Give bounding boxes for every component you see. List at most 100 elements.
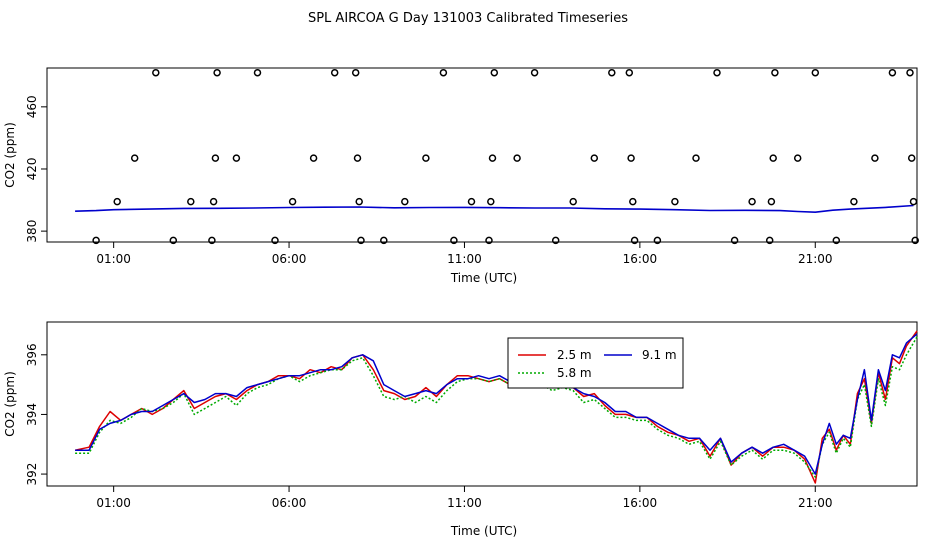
calibration-point xyxy=(169,236,178,245)
top-x-axis-label: Time (UTC) xyxy=(450,271,517,285)
calibration-point xyxy=(209,197,218,206)
calibration-point xyxy=(213,68,221,77)
legend-label-5-8m: 5.8 m xyxy=(557,366,592,380)
calibration-point xyxy=(187,197,195,206)
calibration-point xyxy=(439,68,448,77)
calibration-point xyxy=(832,236,841,245)
series-2-5m-line xyxy=(74,330,918,484)
calibration-point xyxy=(330,68,339,77)
calibration-point xyxy=(271,236,279,245)
calibration-point xyxy=(208,236,216,245)
x-tick-label: 06:00 xyxy=(272,252,307,266)
calibration-point xyxy=(730,236,739,245)
calibration-point xyxy=(288,197,297,206)
bottom-x-axis-label: Time (UTC) xyxy=(450,524,517,538)
calibration-point xyxy=(627,154,635,162)
calibration-point xyxy=(487,197,495,206)
y-tick-label: 396 xyxy=(25,343,39,366)
calibration-point xyxy=(769,154,777,162)
bottom-y-axis-label: CO2 (ppm) xyxy=(3,371,17,437)
bottom-x-axis: 01:00 06:00 11:00 16:00 21:00 xyxy=(96,486,833,510)
calibration-point xyxy=(488,154,497,162)
ambient-line xyxy=(75,204,914,214)
top-y-axis-label: CO2 (ppm) xyxy=(3,122,17,188)
calibration-point xyxy=(569,197,577,206)
calibration-point xyxy=(485,236,493,245)
top-y-axis: 380 420 460 xyxy=(25,95,47,243)
bottom-plot-marks xyxy=(74,330,918,484)
calibration-point xyxy=(748,197,756,206)
calibration-point xyxy=(793,154,802,162)
top-x-axis: 01:00 06:00 11:00 16:00 21:00 xyxy=(96,242,833,266)
calibration-point xyxy=(130,154,139,162)
calibration-point xyxy=(907,154,916,162)
calibration-point xyxy=(909,197,918,206)
top-panel: 01:00 06:00 11:00 16:00 21:00 380 420 460 Time… xyxy=(3,67,919,285)
calibration-point xyxy=(357,236,365,245)
calibration-point xyxy=(530,68,539,77)
calibration-point xyxy=(692,154,700,162)
bottom-plot-frame xyxy=(46,321,918,487)
calibration-point xyxy=(906,68,914,77)
calibration-point xyxy=(713,68,721,77)
calibration-point xyxy=(211,154,220,162)
calibration-point xyxy=(450,236,458,245)
calibration-point xyxy=(629,197,637,206)
figure-title: SPL AIRCOA G Day 131003 Calibrated Times… xyxy=(308,11,628,26)
x-tick-label: 06:00 xyxy=(272,496,307,510)
calibration-point xyxy=(490,68,499,77)
calibration-point xyxy=(401,197,409,206)
y-tick-label: 380 xyxy=(25,220,39,243)
calibration-point xyxy=(630,236,639,245)
bottom-panel: 01:00 06:00 11:00 16:00 21:00 392 394 396 Time… xyxy=(3,321,918,538)
calibration-point xyxy=(353,154,362,162)
calibration-point xyxy=(355,197,363,206)
y-tick-label: 460 xyxy=(25,95,39,118)
legend-box xyxy=(507,337,684,389)
calibration-point xyxy=(467,197,476,206)
calibration-point xyxy=(113,197,121,206)
calibration-point xyxy=(590,154,599,162)
x-tick-label: 11:00 xyxy=(447,496,482,510)
top-plot-frame xyxy=(46,67,918,243)
calibration-point xyxy=(608,68,616,77)
calibration-point xyxy=(765,236,774,245)
legend-label-9-1m: 9.1 m xyxy=(642,348,677,362)
calibration-point xyxy=(811,68,820,77)
y-tick-label: 394 xyxy=(25,403,39,426)
x-tick-label: 16:00 xyxy=(623,252,658,266)
calibration-point xyxy=(309,154,318,162)
bottom-y-axis: 392 394 396 xyxy=(25,343,47,486)
calibration-point xyxy=(351,68,360,77)
calibration-point xyxy=(911,236,919,245)
calibration-point xyxy=(92,236,100,245)
calibration-point xyxy=(671,197,679,206)
calibration-point xyxy=(771,68,779,77)
y-tick-label: 392 xyxy=(25,463,39,486)
calibration-point xyxy=(152,68,160,77)
x-tick-label: 11:00 xyxy=(447,252,482,266)
calibration-point xyxy=(551,236,560,245)
calibration-point xyxy=(888,68,897,77)
top-plot-marks xyxy=(75,68,919,245)
y-tick-label: 420 xyxy=(25,158,39,181)
calibration-point xyxy=(513,154,521,162)
calibration-point xyxy=(232,154,241,162)
calibration-point xyxy=(871,154,879,162)
calibration-point xyxy=(767,197,776,206)
legend-label-2-5m: 2.5 m xyxy=(557,348,592,362)
x-tick-label: 21:00 xyxy=(798,252,833,266)
calibration-point xyxy=(253,68,262,77)
x-tick-label: 01:00 xyxy=(96,252,131,266)
x-tick-label: 21:00 xyxy=(798,496,833,510)
calibration-point xyxy=(850,197,858,206)
calibration-point xyxy=(653,236,662,245)
series-5-8m-line xyxy=(75,336,918,478)
x-tick-label: 16:00 xyxy=(623,496,658,510)
x-tick-label: 01:00 xyxy=(96,496,131,510)
calibration-point xyxy=(625,68,634,77)
legend: 2.5 m 5.8 m 9.1 m xyxy=(507,337,684,389)
calibration-point xyxy=(380,236,388,245)
calibration-point xyxy=(422,154,430,162)
